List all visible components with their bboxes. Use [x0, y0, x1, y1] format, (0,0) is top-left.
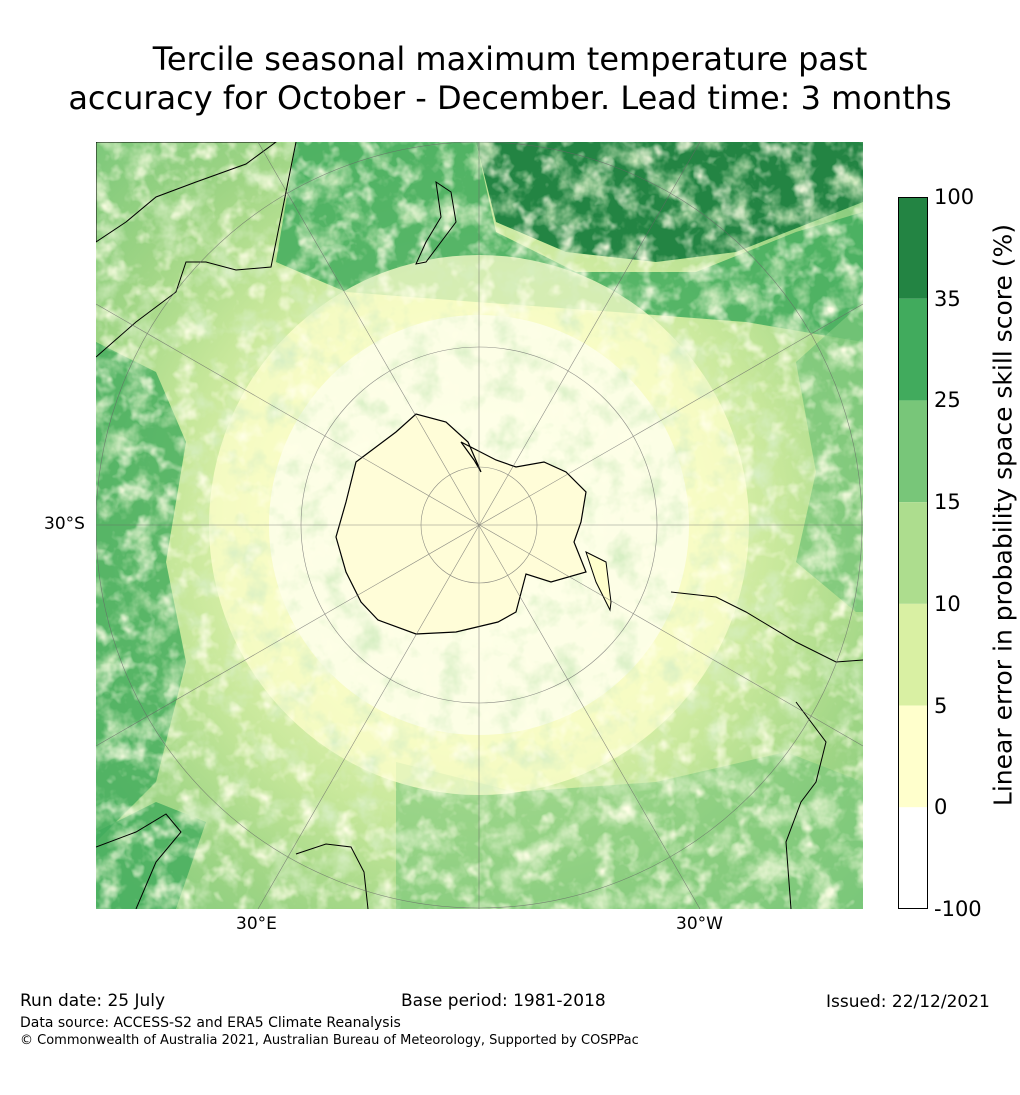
polar-skill-map — [96, 142, 863, 909]
antarctic-peninsula — [585, 551, 612, 612]
longitude-label-30e: 30°E — [236, 914, 277, 934]
run-date: Run date: 25 July — [20, 991, 166, 1011]
title-line-1: Tercile seasonal maximum temperature pas… — [152, 40, 868, 78]
colorbar-bins — [898, 197, 928, 909]
colorbar-bin — [898, 298, 928, 401]
colorbar-label: Linear error in probability space skill … — [988, 223, 1018, 807]
map-canvas — [96, 142, 863, 909]
south-america-east-coast — [785, 701, 827, 909]
colorbar-tick-label: 35 — [934, 286, 961, 311]
new-zealand-coastline — [415, 180, 457, 265]
antarctica-coastline — [335, 413, 587, 635]
colorbar-tick-label: 0 — [934, 795, 948, 820]
data-source: Data source: ACCESS-S2 and ERA5 Climate … — [20, 1015, 401, 1031]
colorbar-tick-label: 10 — [934, 591, 961, 616]
colorbar-bin — [898, 705, 928, 808]
colorbar — [898, 197, 928, 909]
colorbar-tick-label: 100 — [934, 185, 975, 209]
colorbar-bin — [898, 400, 928, 503]
africa-coastline — [96, 813, 182, 909]
south-america-coastline — [670, 591, 863, 663]
chart-title: Tercile seasonal maximum temperature pas… — [0, 40, 1020, 118]
australia-coastline — [96, 142, 277, 243]
title-line-2: accuracy for October - December. Lead ti… — [68, 79, 952, 117]
australia-south-coast — [96, 142, 297, 358]
base-period: Base period: 1981-2018 — [401, 991, 606, 1011]
colorbar-bin — [898, 603, 928, 706]
latitude-label-30s: 30°S — [44, 514, 85, 534]
colorbar-bin — [898, 502, 928, 604]
colorbar-tick-label: -100 — [934, 897, 982, 921]
colorbar-bin — [898, 807, 928, 909]
copyright-notice: © Commonwealth of Australia 2021, Austra… — [20, 1033, 639, 1048]
africa-south-tip — [295, 843, 369, 909]
colorbar-tick-label: 25 — [934, 388, 961, 413]
graticule — [96, 142, 863, 909]
colorbar-tick-label: 5 — [934, 693, 948, 718]
colorbar-frame — [898, 197, 928, 909]
issued-date: Issued: 22/12/2021 — [826, 992, 990, 1012]
colorbar-bin — [898, 197, 928, 299]
colorbar-tick-label: 15 — [934, 490, 961, 515]
longitude-label-30w: 30°W — [676, 914, 723, 934]
